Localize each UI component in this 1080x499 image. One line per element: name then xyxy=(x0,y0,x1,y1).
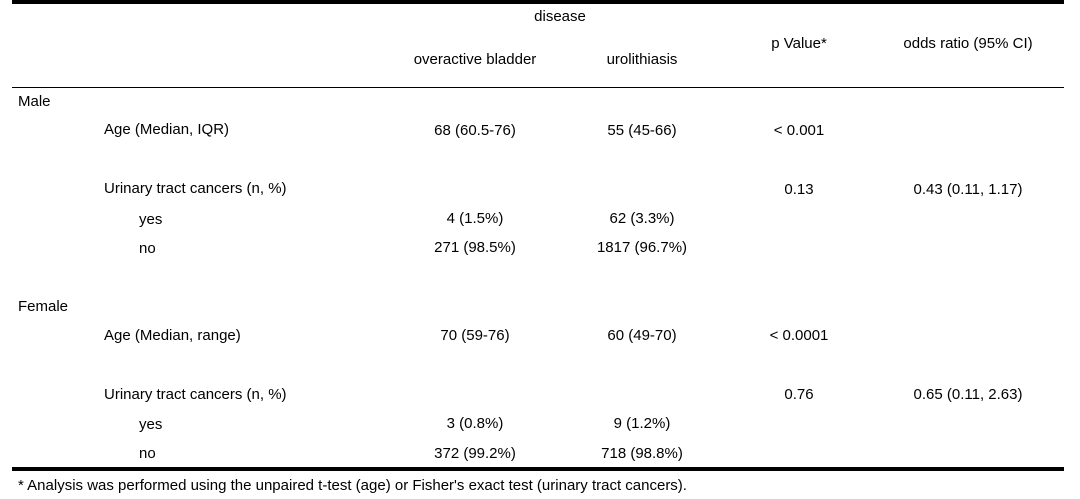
female-yes-label: yes xyxy=(139,416,163,433)
header-odds-ratio: odds ratio (95% CI) xyxy=(903,35,1033,52)
header-overactive-bladder: overactive bladder xyxy=(413,51,537,68)
header-p-value: p Value* xyxy=(771,35,827,52)
female-no-uro: 718 (98.8%) xyxy=(601,445,683,462)
male-yes-uro: 62 (3.3%) xyxy=(609,210,675,227)
female-yes-oab: 3 (0.8%) xyxy=(446,415,504,432)
female-no-oab: 372 (99.2%) xyxy=(434,445,516,462)
male-yes-label: yes xyxy=(139,211,163,228)
header-urolithiasis: urolithiasis xyxy=(606,51,678,68)
female-age-p: < 0.0001 xyxy=(769,327,829,344)
female-age-uro: 60 (49-70) xyxy=(607,327,677,344)
female-cancers-p: 0.76 xyxy=(784,386,814,403)
group-label-male: Male xyxy=(18,93,51,110)
table-top-rule xyxy=(12,0,1064,4)
female-no-label: no xyxy=(139,445,156,462)
male-age-uro: 55 (45-66) xyxy=(607,122,677,139)
female-age-label: Age (Median, range) xyxy=(104,327,241,344)
male-cancers-p: 0.13 xyxy=(784,181,814,198)
male-no-label: no xyxy=(139,240,156,257)
female-cancers-label: Urinary tract cancers (n, %) xyxy=(104,386,287,403)
female-age-oab: 70 (59-76) xyxy=(440,327,510,344)
table-bottom-rule xyxy=(12,467,1064,471)
group-label-female: Female xyxy=(18,298,69,315)
male-age-oab: 68 (60.5-76) xyxy=(434,122,516,139)
male-no-uro: 1817 (96.7%) xyxy=(596,239,688,256)
male-age-label: Age (Median, IQR) xyxy=(104,121,230,138)
female-cancers-or: 0.65 (0.11, 2.63) xyxy=(913,386,1023,403)
male-cancers-or: 0.43 (0.11, 1.17) xyxy=(913,181,1023,198)
header-disease: disease xyxy=(534,8,586,25)
header-rule xyxy=(12,87,1064,88)
table-footnote: * Analysis was performed using the unpai… xyxy=(18,477,687,494)
female-yes-uro: 9 (1.2%) xyxy=(613,415,671,432)
male-cancers-label: Urinary tract cancers (n, %) xyxy=(104,180,287,197)
male-yes-oab: 4 (1.5%) xyxy=(446,210,504,227)
male-no-oab: 271 (98.5%) xyxy=(434,239,516,256)
male-age-p: < 0.001 xyxy=(773,122,825,139)
